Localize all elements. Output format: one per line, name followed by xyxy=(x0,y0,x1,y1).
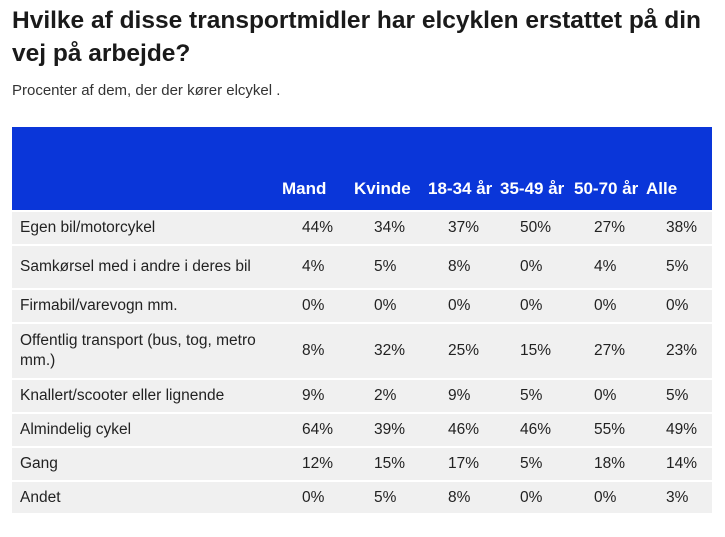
column-header: Mand xyxy=(282,179,327,198)
data-table: Mand Kvinde 18-34 år 35-49 år 50-70 år A… xyxy=(12,127,712,513)
table-cell: 5% xyxy=(666,258,689,275)
column-header: 35-49 år xyxy=(500,179,565,198)
table-cell: 18% xyxy=(594,455,626,472)
table-cell: 50% xyxy=(520,219,552,236)
column-header xyxy=(12,127,282,211)
table-cell: 32% xyxy=(374,342,406,359)
table-cell: 0% xyxy=(594,488,617,506)
chart-title: Hvilke af disse transportmidler har elcy… xyxy=(12,7,701,67)
table-cell: 8% xyxy=(448,258,471,275)
table-cell: 25% xyxy=(448,342,480,359)
table-cell: 0% xyxy=(594,297,617,314)
table-cell: 5% xyxy=(374,488,397,506)
table-cell: 0% xyxy=(374,297,397,314)
table-cell: 8% xyxy=(448,488,471,506)
table-row: Gang 12% 15% 17% 5% 18% 14% xyxy=(12,447,712,481)
table-cell: 8% xyxy=(302,342,325,359)
table-row: Samkørsel med i andre i deres bil 4% 5% 8% 0… xyxy=(12,245,712,289)
row-label: Andet xyxy=(20,488,61,506)
table-cell: 5% xyxy=(520,455,543,472)
table-cell: 0% xyxy=(448,297,471,314)
table-cell: 4% xyxy=(594,258,617,275)
table-cell: 0% xyxy=(520,297,543,314)
table-cell: 37% xyxy=(448,219,480,236)
table-cell: 17% xyxy=(448,455,480,472)
table-cell: 0% xyxy=(666,297,689,314)
table-cell: 46% xyxy=(448,421,480,438)
table-cell: 23% xyxy=(666,342,698,359)
table-cell: 44% xyxy=(302,219,334,236)
table-cell: 5% xyxy=(520,387,543,404)
row-label: Gang xyxy=(20,455,58,472)
table-cell: 27% xyxy=(594,342,626,359)
table-cell: 5% xyxy=(666,387,689,404)
row-label: Offentlig transport (bus, tog, metro mm.… xyxy=(20,332,256,369)
row-label: Egen bil/motorcykel xyxy=(20,219,156,236)
row-label: Samkørsel med i andre i deres bil xyxy=(20,258,251,275)
table-cell: 5% xyxy=(374,258,397,275)
table-cell: 46% xyxy=(520,421,552,438)
table-cell: 0% xyxy=(520,488,543,506)
table-cell: 0% xyxy=(520,258,543,275)
table-cell: 27% xyxy=(594,219,626,236)
table-cell: 9% xyxy=(302,387,325,404)
table-row: Egen bil/motorcykel 44% 34% 37% 50% 27% 38% xyxy=(12,211,712,245)
table-row: Andet 0% 5% 8% 0% 0% 3% xyxy=(12,481,712,513)
table-row: Knallert/scooter eller lignende 9% 2% 9% 5% 0… xyxy=(12,379,712,413)
column-header: Alle xyxy=(646,179,678,198)
table-row: Offentlig transport (bus, tog, metro mm.… xyxy=(12,323,712,379)
table-cell: 34% xyxy=(374,219,406,236)
table-cell: 12% xyxy=(302,455,334,472)
table-header-row: Mand Kvinde 18-34 år 35-49 år 50-70 år A… xyxy=(12,127,712,211)
column-header: Kvinde xyxy=(354,179,411,198)
table-cell: 9% xyxy=(448,387,471,404)
table-cell: 64% xyxy=(302,421,334,438)
table-cell: 39% xyxy=(374,421,406,438)
column-header: 50-70 år xyxy=(574,179,639,198)
table-cell: 2% xyxy=(374,387,397,404)
table-row: Firmabil/varevogn mm. 0% 0% 0% 0% 0% 0% xyxy=(12,289,712,323)
table-cell: 0% xyxy=(302,488,325,506)
table-cell: 0% xyxy=(594,387,617,404)
table-cell: 55% xyxy=(594,421,626,438)
table-cell: 38% xyxy=(666,219,698,236)
table-cell: 4% xyxy=(302,258,325,275)
table-cell: 0% xyxy=(302,297,325,314)
chart-subtitle: Procenter af dem, der der kører elcykel … xyxy=(12,82,281,99)
row-label: Almindelig cykel xyxy=(20,421,132,438)
table-row: Almindelig cykel 64% 39% 46% 46% 55% 49% xyxy=(12,413,712,447)
row-label: Knallert/scooter eller lignende xyxy=(20,387,225,404)
column-header: 18-34 år xyxy=(428,179,493,198)
row-label: Firmabil/varevogn mm. xyxy=(20,297,178,314)
table-cell: 15% xyxy=(374,455,406,472)
table-cell: 3% xyxy=(666,488,689,506)
table-cell: 14% xyxy=(666,455,698,472)
table-cell: 15% xyxy=(520,342,552,359)
table-cell: 49% xyxy=(666,421,698,438)
